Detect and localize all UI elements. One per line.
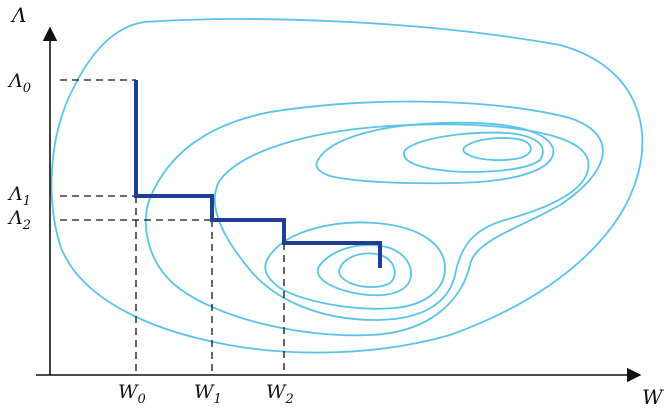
contour-6 bbox=[462, 137, 532, 162]
contour-5 bbox=[403, 131, 544, 173]
contour-2 bbox=[144, 100, 604, 337]
contour-9 bbox=[338, 252, 396, 289]
guide-lines bbox=[60, 79, 285, 372]
contour-lines bbox=[50, 18, 644, 354]
alternating-path bbox=[134, 80, 382, 268]
tick-lambda1: Λ1 bbox=[7, 183, 31, 209]
tick-lambda2: Λ2 bbox=[7, 207, 31, 233]
contour-7 bbox=[264, 221, 446, 310]
contour-4 bbox=[315, 121, 555, 185]
x-axis-label: W bbox=[642, 385, 664, 409]
tick-w0: W0 bbox=[118, 381, 146, 407]
tick-lambda0: Λ0 bbox=[7, 70, 31, 96]
y-axis-label: Λ bbox=[10, 3, 26, 27]
tick-w1: W1 bbox=[194, 381, 222, 407]
contour-8 bbox=[317, 244, 412, 297]
tick-w2: W2 bbox=[266, 381, 294, 407]
contour-outer bbox=[50, 18, 644, 354]
